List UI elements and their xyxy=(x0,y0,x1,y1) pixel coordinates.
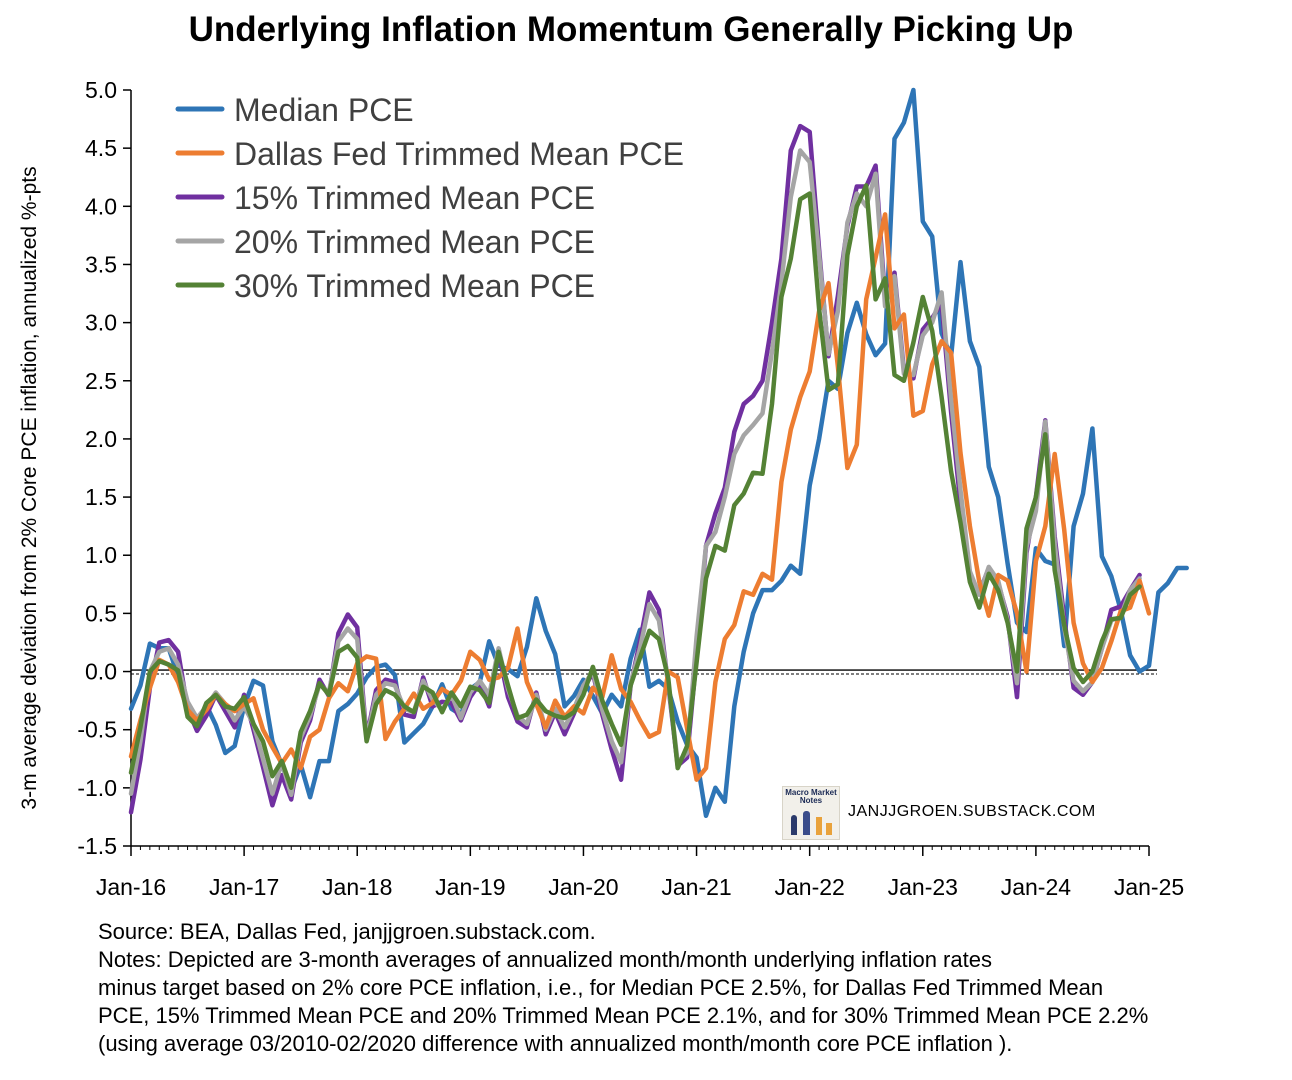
x-tick-label: Jan-20 xyxy=(548,874,618,900)
y-tick-label: -1.5 xyxy=(77,833,117,859)
macro-market-notes-logo: Macro Market Notes xyxy=(782,786,840,840)
legend-label: 15% Trimmed Mean PCE xyxy=(234,180,595,216)
logo-bar-icon xyxy=(826,823,832,835)
x-tick-label: Jan-21 xyxy=(661,874,731,900)
chart-title: Underlying Inflation Momentum Generally … xyxy=(188,10,1074,49)
x-tick-label: Jan-19 xyxy=(435,874,505,900)
y-tick-label: 0.5 xyxy=(85,600,117,626)
logo-bar-icon xyxy=(816,817,822,835)
line-chart: 3-m average deviation from 2% Core PCE i… xyxy=(18,77,1189,900)
x-tick-label: Jan-25 xyxy=(1114,874,1184,900)
y-tick-label: 0.0 xyxy=(85,659,117,685)
x-tick-label: Jan-17 xyxy=(209,874,279,900)
y-tick-label: 3.5 xyxy=(85,251,117,277)
chart-notes: Source: BEA, Dallas Fed, janjjgroen.subs… xyxy=(98,918,1278,1058)
legend-label: 30% Trimmed Mean PCE xyxy=(234,268,595,304)
source-line: Source: BEA, Dallas Fed, janjjgroen.subs… xyxy=(98,919,596,944)
legend-label: 20% Trimmed Mean PCE xyxy=(234,224,595,260)
notes-line: PCE, 15% Trimmed Mean PCE and 20% Trimme… xyxy=(98,1003,1149,1028)
y-axis-label: 3-m average deviation from 2% Core PCE i… xyxy=(18,166,41,809)
series-line-30-trimmed-mean-pce xyxy=(128,183,1142,791)
x-tick-label: Jan-22 xyxy=(775,874,845,900)
legend-label: Dallas Fed Trimmed Mean PCE xyxy=(234,136,684,172)
notes-line: (using average 03/2010-02/2020 differenc… xyxy=(98,1031,1013,1056)
x-tick-label: Jan-18 xyxy=(322,874,392,900)
y-tick-label: 4.0 xyxy=(85,193,117,219)
y-tick-label: 3.0 xyxy=(85,310,117,336)
notes-line: Notes: Depicted are 3-month averages of … xyxy=(98,947,992,972)
y-tick-label: 2.5 xyxy=(85,368,117,394)
legend-label: Median PCE xyxy=(234,92,414,128)
y-tick-label: 1.0 xyxy=(85,542,117,568)
x-tick-label: Jan-24 xyxy=(1001,874,1072,900)
x-tick-label: Jan-23 xyxy=(888,874,958,900)
logo-figure-icon xyxy=(791,815,797,835)
watermark-site: JANJJGROEN.SUBSTACK.COM xyxy=(848,803,1096,820)
logo-figure-icon xyxy=(803,811,810,835)
y-tick-label: -1.0 xyxy=(77,775,117,801)
y-tick-label: 1.5 xyxy=(85,484,117,510)
x-tick-label: Jan-16 xyxy=(96,874,166,900)
series-line-dallas-fed-trimmed-mean-pce xyxy=(128,212,1152,782)
logo-text: Macro Market Notes xyxy=(785,788,837,805)
y-tick-label: -0.5 xyxy=(77,717,117,743)
y-tick-label: 5.0 xyxy=(85,77,117,103)
notes-line: minus target based on 2% core PCE inflat… xyxy=(98,975,1104,1000)
y-tick-label: 4.5 xyxy=(85,135,117,161)
series-line-median-pce xyxy=(128,87,1189,819)
y-tick-label: 2.0 xyxy=(85,426,117,452)
